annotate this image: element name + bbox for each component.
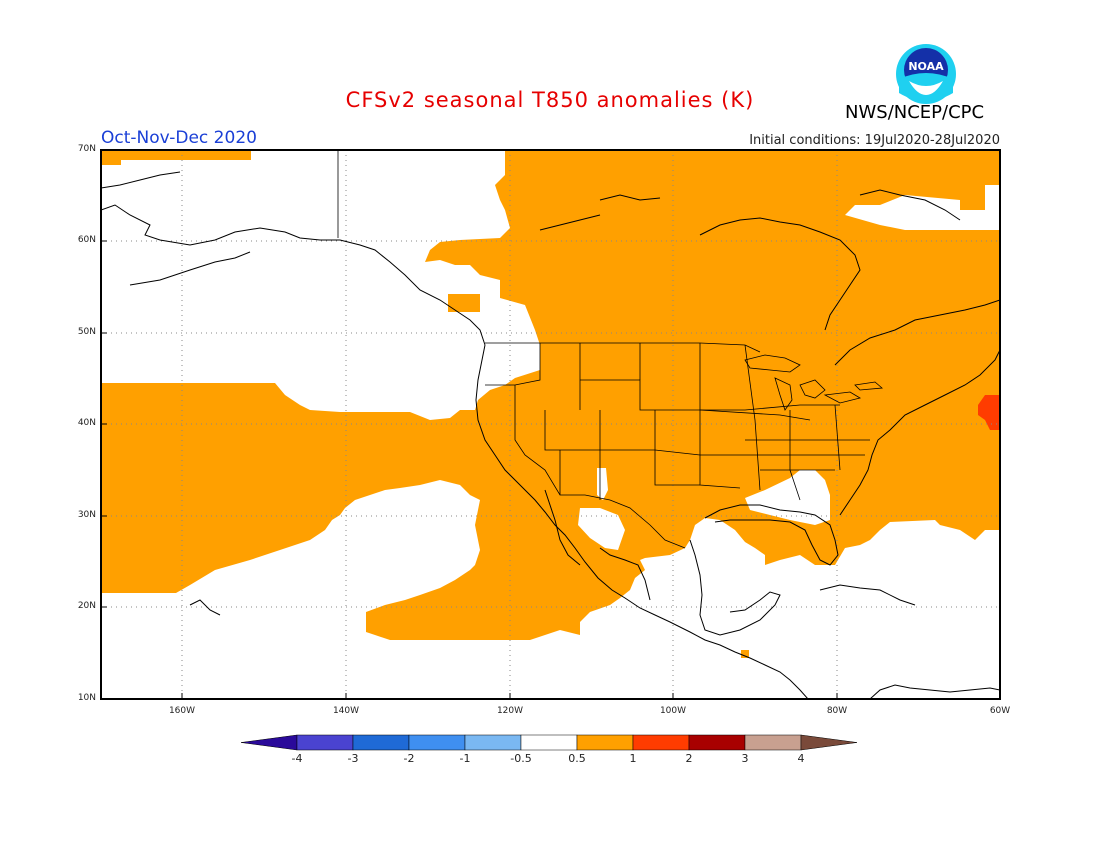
neutral-region-gulf-coast — [745, 470, 830, 525]
colorbar-label: -1 — [459, 752, 471, 765]
strong-warm-anomaly — [978, 395, 1000, 430]
colorbar-swatch — [632, 734, 690, 751]
colorbar-label: -2 — [403, 752, 415, 765]
colorbar-label: -0.5 — [510, 752, 532, 765]
warm-anomaly-patch — [101, 150, 251, 160]
map-title: CFSv2 seasonal T850 anomalies (K) — [345, 88, 755, 112]
colorbar-label: -3 — [347, 752, 359, 765]
lat-label-20n: 20N — [77, 601, 96, 611]
warm-anomaly-patch — [448, 294, 480, 312]
lat-label-60n: 60N — [77, 235, 96, 245]
colorbar-arrow-high — [800, 734, 858, 751]
colorbar-swatch — [352, 734, 410, 751]
lon-label-120w: 120W — [496, 706, 524, 716]
lon-label-140w: 140W — [332, 706, 360, 716]
lat-label-10n: 10N — [77, 693, 96, 703]
lon-label-60w: 60W — [989, 706, 1011, 716]
warm-anomaly-region-continent — [101, 150, 1000, 640]
map-area — [101, 150, 1000, 699]
colorbar-swatch — [744, 734, 802, 751]
lat-label-70n: 70N — [77, 144, 96, 154]
lon-label-100w: 100W — [659, 706, 687, 716]
noaa-logo: NOAA — [896, 44, 956, 104]
lat-label-30n: 30N — [77, 510, 96, 520]
political-boundaries — [337, 150, 870, 549]
tick-marks — [101, 149, 838, 699]
neutral-region-gulf — [578, 508, 625, 550]
warm-anomaly-patch — [101, 150, 121, 165]
colorbar-swatch — [520, 734, 578, 751]
season-label: Oct-Nov-Dec 2020 — [101, 128, 257, 148]
colorbar-label: 4 — [797, 752, 805, 765]
colorbar — [240, 734, 858, 751]
colorbar-swatch — [408, 734, 466, 751]
colorbar-label: 3 — [741, 752, 749, 765]
agency-label: NWS/NCEP/CPC — [845, 102, 985, 123]
colorbar-swatch — [464, 734, 522, 751]
coastlines — [101, 171, 1000, 699]
warm-anomaly-patch — [741, 650, 749, 658]
lon-label-160w: 160W — [168, 706, 196, 716]
initial-conditions-label: Initial conditions: 19Jul2020-28Jul2020 — [749, 133, 1000, 148]
lat-label-50n: 50N — [77, 327, 96, 337]
colorbar-label: 2 — [685, 752, 693, 765]
lon-label-80w: 80W — [826, 706, 848, 716]
colorbar-swatch — [688, 734, 746, 751]
logo-text: NOAA — [908, 60, 944, 73]
great-lakes — [744, 354, 883, 411]
colorbar-swatch — [296, 734, 354, 751]
colorbar-label: 1 — [629, 752, 637, 765]
lat-label-40n: 40N — [77, 418, 96, 428]
colorbar-arrow-low — [240, 734, 298, 751]
colorbar-swatch — [576, 734, 634, 751]
colorbar-label: -4 — [291, 752, 303, 765]
colorbar-label: 0.5 — [568, 752, 586, 765]
